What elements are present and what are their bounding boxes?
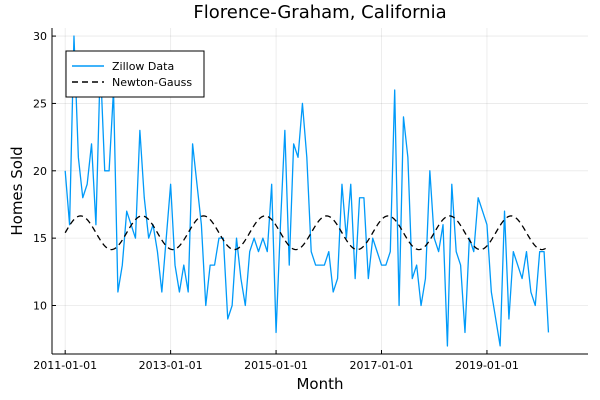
axes-layer [51, 28, 588, 355]
chart-title: Florence-Graham, California [193, 2, 446, 23]
x-tick-label: 2017-01-01 [350, 359, 414, 372]
plot-layer [64, 35, 550, 347]
y-tick-label: 25 [33, 97, 47, 110]
x-tick-label: 2013-01-01 [139, 359, 203, 372]
legend-box [65, 50, 205, 98]
series-line-zillow-data [64, 35, 550, 347]
series-line-newton-gauss [64, 215, 549, 251]
legend-label-newton-gauss: Newton-Gauss [112, 76, 192, 89]
legend: Zillow Data Newton-Gauss [65, 50, 205, 98]
legend-label-zillow: Zillow Data [112, 60, 174, 73]
y-tick-label: 30 [33, 30, 47, 43]
x-tick-label: 2019-01-01 [455, 359, 519, 372]
y-tick-label: 15 [33, 232, 47, 245]
x-tick-label: 2015-01-01 [244, 359, 308, 372]
x-tick-label: 2011-01-01 [33, 359, 97, 372]
grid [52, 28, 588, 354]
x-axis-title: Month [296, 375, 343, 393]
y-tick-label: 20 [33, 165, 47, 178]
y-tick-label: 10 [33, 300, 47, 313]
y-axis-title: Homes Sold [8, 146, 26, 235]
ticks-layer: 10 15 20 25 30 2011-01-01 2013-01-01 2015-01-01… [33, 30, 519, 372]
